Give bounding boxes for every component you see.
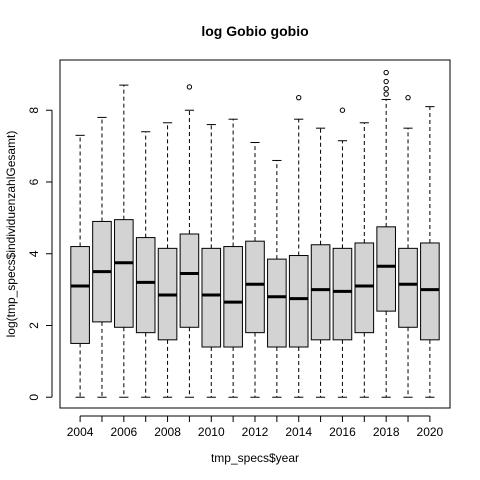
box-body [398,247,418,328]
y-tick-label: 2 [27,322,41,329]
box-body [114,219,134,328]
x-tick-label: 2006 [110,425,137,439]
box-body [332,247,353,341]
x-tick-label: 2016 [329,425,356,439]
box-outlier [383,91,389,97]
box-outlier [383,78,389,85]
box-outlier [383,69,389,76]
x-tick-label: 2008 [154,425,181,439]
chart-title: log Gobio gobio [201,23,308,39]
chart-marks: 0 2 4 6 8 2004 2006 2008 2010 2012 2014 2016 2018 202… [27,59,451,439]
box-body [354,242,375,334]
box-body [376,226,396,312]
box-outlier [296,94,302,101]
box-body [70,246,90,344]
y-tick-label: 0 [27,394,41,401]
x-tick-label: 2020 [417,425,444,439]
box-body [201,247,222,348]
y-tick-label: 4 [27,250,41,257]
box-outlier [383,86,389,92]
box-outlier [405,94,411,101]
x-axis-label: tmp_specs$year [211,451,299,465]
x-tick-label: 2004 [67,425,94,439]
box-body [420,242,440,341]
x-tick-label: 2018 [373,425,400,439]
box-body [267,258,287,348]
box-body [245,240,265,334]
box-body [288,255,309,348]
box-body [310,244,331,341]
y-tick-label: 8 [27,107,41,114]
y-tick-label: 6 [27,178,41,185]
box-body [135,237,156,334]
box-body [179,233,200,328]
box-body [223,246,243,348]
box-outlier [186,84,193,90]
y-axis-label: log(tmp_specs$individuenzahlGesamt) [4,131,18,338]
box-outlier [339,107,346,113]
x-tick-label: 2012 [242,425,269,439]
plot-frame [59,59,451,409]
x-tick-label: 2014 [285,425,312,439]
x-tick-label: 2010 [198,425,225,439]
